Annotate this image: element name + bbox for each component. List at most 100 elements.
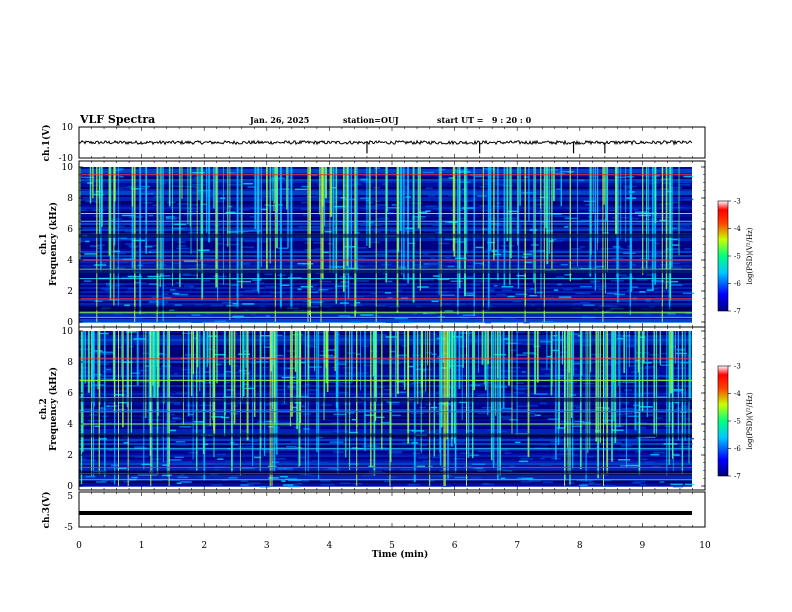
- spectrogram-band: [79, 285, 692, 287]
- spectrogram-speckle: [291, 386, 297, 389]
- spectrogram-band: [79, 369, 692, 371]
- spectrogram-speckle: [612, 429, 624, 431]
- spectrogram-speckle: [476, 195, 488, 197]
- spectrogram-speckle: [241, 246, 254, 248]
- spectrogram-speckle: [217, 458, 224, 460]
- spectrogram-speckle: [487, 290, 494, 292]
- spectrogram-speckle: [389, 350, 396, 353]
- spectrogram-speckle: [402, 442, 410, 444]
- ch3-waveform-ylabel: ch.3(V): [41, 492, 52, 529]
- spectrogram-speckle: [634, 422, 640, 424]
- spectrogram-speckle: [279, 424, 293, 426]
- spectrogram-speckle: [425, 187, 433, 189]
- spectrogram-speckle: [668, 315, 682, 318]
- spectrogram-band: [79, 403, 692, 405]
- spectrogram-speckle: [180, 474, 185, 476]
- spectrogram-speckle: [422, 253, 429, 255]
- colorbar-tick-label: -3: [734, 363, 741, 371]
- spectrogram-band: [79, 361, 692, 363]
- spectrogram-speckle: [368, 421, 377, 424]
- spectrogram-speckle: [571, 278, 583, 281]
- spectrogram-band: [79, 429, 692, 431]
- spectrogram-speckle: [626, 238, 631, 240]
- spectrogram-speckle: [426, 403, 432, 406]
- spectrogram-speckle: [124, 304, 130, 307]
- spectrogram-speckle: [362, 474, 373, 477]
- spectrogram-speckle: [648, 182, 660, 184]
- spectrogram-speckle: [627, 344, 635, 346]
- spectrogram-speckle: [157, 223, 172, 226]
- spectrogram-speckle: [334, 207, 343, 210]
- spectrogram-speckle: [231, 386, 236, 388]
- spectrogram-speckle: [390, 450, 403, 453]
- spectrogram-band: [79, 365, 692, 367]
- x-tick-label: 7: [514, 541, 520, 551]
- spectrogram-speckle: [335, 319, 346, 321]
- spectrogram-speckle: [262, 366, 269, 369]
- spectrogram-speckle: [240, 484, 249, 486]
- spectrogram-speckle: [212, 353, 227, 356]
- spectrogram-speckle: [376, 304, 387, 307]
- spectrogram-speckle: [417, 409, 424, 411]
- spectrogram-speckle: [679, 445, 691, 448]
- spectrogram-speckle: [248, 230, 262, 232]
- spectrogram-speckle: [578, 212, 591, 214]
- spectrogram-speckle: [245, 377, 255, 380]
- spectrogram-band: [79, 413, 692, 415]
- spectrogram-speckle: [140, 192, 155, 195]
- spectrogram-speckle: [295, 395, 309, 398]
- spectrogram-speckle: [422, 460, 434, 462]
- spectrogram-speckle: [540, 221, 546, 224]
- spectrogram-speckle: [630, 286, 638, 288]
- spectrogram-speckle: [174, 456, 184, 459]
- spectrogram-speckle: [328, 381, 340, 383]
- spectrogram-speckle: [398, 266, 406, 269]
- spectrogram-speckle: [483, 482, 489, 485]
- spectrogram-speckle: [360, 178, 369, 181]
- spectrogram-speckle: [187, 210, 199, 213]
- spectrogram-speckle: [236, 402, 250, 404]
- spectrogram-speckle: [256, 207, 265, 210]
- spectrogram-speckle: [539, 340, 552, 343]
- spectrogram-speckle: [539, 457, 545, 460]
- spectrogram-speckle: [491, 176, 503, 178]
- spectrogram-speckle: [659, 314, 670, 317]
- spectrogram-speckle: [603, 485, 616, 487]
- spectrogram-speckle: [350, 226, 358, 228]
- spectrogram-speckle: [249, 440, 259, 442]
- spectrogram-speckle: [659, 167, 668, 170]
- spectrogram-speckle: [394, 317, 408, 320]
- spectrogram-speckle: [530, 462, 537, 464]
- spectrogram-speckle: [167, 401, 174, 403]
- spectrogram-speckle: [570, 333, 580, 335]
- spectrogram-speckle: [169, 429, 176, 432]
- spectrogram-speckle: [493, 437, 500, 439]
- spectrogram-speckle: [265, 403, 272, 405]
- spectrogram-speckle: [200, 203, 208, 205]
- spectrogram-speckle: [280, 403, 288, 405]
- spectrogram-speckle: [281, 480, 286, 482]
- spectrogram-speckle: [167, 201, 177, 203]
- spectrogram-speckle: [571, 363, 582, 365]
- spectrogram-speckle: [570, 405, 582, 407]
- spectrogram-speckle: [613, 293, 626, 296]
- spectrogram-speckle: [555, 360, 568, 363]
- spectrogram-speckle: [673, 338, 687, 341]
- spectrogram-speckle: [89, 180, 103, 183]
- spectrogram-speckle: [85, 374, 90, 377]
- spectrogram-speckle: [241, 467, 255, 469]
- spectrogram-speckle: [131, 476, 138, 479]
- spectrogram-speckle: [386, 211, 394, 214]
- spectrogram-speckle: [114, 167, 124, 169]
- spectrogram-speckle: [598, 305, 613, 307]
- spectrogram-speckle: [369, 459, 374, 461]
- spectrogram-speckle: [584, 192, 595, 194]
- spectrogram-speckle: [678, 183, 691, 186]
- spectrogram-speckle: [464, 276, 475, 278]
- spectrogram-speckle: [618, 381, 623, 384]
- spectrogram-speckle: [375, 253, 388, 256]
- spectrogram-speckle: [431, 300, 439, 303]
- spectrogram-speckle: [186, 404, 196, 407]
- spectrogram-band: [79, 349, 692, 351]
- spectrogram-speckle: [319, 280, 332, 283]
